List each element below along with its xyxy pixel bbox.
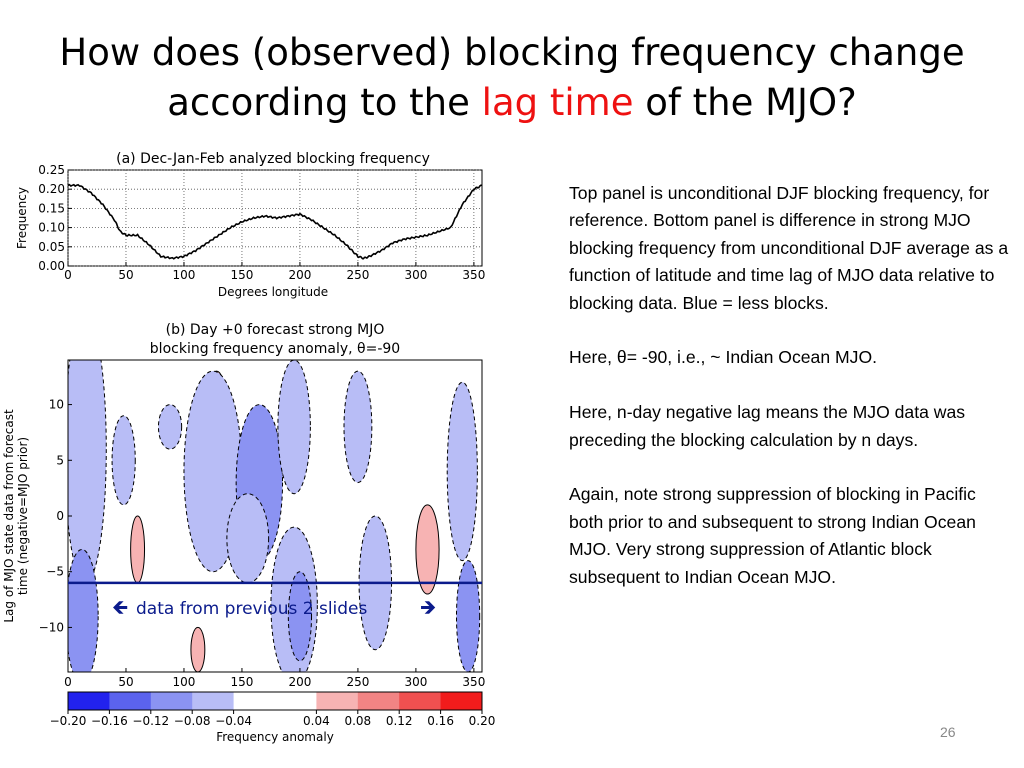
colorbar-tick-label: 0.12	[386, 714, 413, 728]
panel-a-y-ticks: 0.00 0.05 0.10 0.15 0.20 0.25	[38, 163, 72, 273]
panel-b-ytick-label: 0	[56, 509, 64, 523]
panel-b-contour-regions	[68, 360, 481, 672]
annotation-arrow-group: 🡸 data from previous 2 slides 🡺	[112, 595, 436, 619]
contour-region-neg1	[446, 381, 478, 562]
panel-b-xtick-label: 150	[230, 675, 253, 689]
colorbar-cell	[233, 692, 276, 710]
colorbar-cell	[357, 692, 400, 710]
contour-region-neg1	[343, 370, 373, 484]
panel-b-ylabel-line2: time (negative=MJO prior)	[16, 437, 30, 595]
note-1: Top panel is unconditional DJF blocking …	[569, 183, 1009, 313]
panel-a-ylabel: Frequency	[15, 187, 29, 249]
contour-region-neg2	[68, 548, 99, 672]
panel-a-ytick-label: 0.15	[38, 201, 65, 215]
contour-region-neg1	[68, 360, 107, 584]
contour-region-pos1	[190, 626, 206, 672]
panel-b-ytick-label: 10	[49, 398, 64, 412]
panel-a-xtick-label: 100	[173, 268, 196, 282]
panel-a-xtick-label: 300	[404, 268, 427, 282]
panel-a: (a) Dec-Jan-Feb analyzed blocking freque…	[15, 151, 485, 299]
colorbar-cells	[68, 692, 483, 710]
colorbar-cell	[150, 692, 193, 710]
panel-a-ytick-label: 0.05	[38, 240, 65, 254]
colorbar-tick-label: −0.16	[91, 714, 128, 728]
title-line-2: according to the lag time of the MJO?	[20, 78, 1004, 128]
colorbar-tick-label: 0.04	[303, 714, 330, 728]
colorbar-tick-label: 0.08	[344, 714, 371, 728]
left-arrow-icon: 🡸	[112, 595, 128, 619]
panel-b-ylabel-line1: Lag of MJO state data from forecast	[2, 409, 16, 623]
panel-b-y-ticks: 10 5 0 −5 −10	[39, 398, 72, 634]
note-3: Here, n-day negative lag means the MJO d…	[569, 402, 966, 450]
panel-a-series-line	[67, 183, 483, 260]
colorbar-frame	[67, 691, 483, 711]
title-highlight: lag time	[481, 81, 634, 124]
slide-title: How does (observed) blocking frequency c…	[20, 28, 1004, 128]
contour-region-neg1	[111, 415, 136, 506]
panel-a-grid	[67, 169, 482, 267]
panel-b-ytick-label: 5	[56, 453, 64, 467]
panel-b-xtick-label: 250	[346, 675, 369, 689]
colorbar-cell	[399, 692, 442, 710]
title-line-1: How does (observed) blocking frequency c…	[59, 31, 965, 74]
contour-region-neg1	[277, 360, 311, 495]
panel-a-xlabel: Degrees longitude	[218, 285, 328, 299]
title-pre: according to the	[167, 81, 482, 124]
panel-b-ytick-label: −10	[39, 620, 64, 634]
panel-b-title-line2: blocking frequency anomaly, θ=-90	[150, 341, 400, 357]
panel-a-xtick-label: 150	[230, 268, 253, 282]
colorbar-cell	[440, 692, 483, 710]
panel-b-title-line1: (b) Day +0 forecast strong MJO	[166, 322, 385, 338]
contour-region-pos1	[415, 504, 440, 595]
colorbar-tick-label: 0.16	[427, 714, 454, 728]
panel-a-ytick-label: 0.00	[38, 259, 65, 273]
panel-a-xtick-label: 350	[462, 268, 485, 282]
panel-a-title: (a) Dec-Jan-Feb analyzed blocking freque…	[116, 151, 430, 167]
panel-b-xtick-label: 50	[118, 675, 133, 689]
colorbar: −0.20 −0.16 −0.12 −0.08 −0.04 0.04 0.08 0.12 0.1…	[50, 691, 496, 744]
panel-b-xtick-label: 350	[462, 675, 485, 689]
notes-panel: Top panel is unconditional DJF blocking …	[569, 180, 1009, 618]
title-post: of the MJO?	[633, 81, 857, 124]
colorbar-tick-label: −0.08	[174, 714, 211, 728]
colorbar-cell	[316, 692, 359, 710]
colorbar-tick-label: 0.20	[469, 714, 496, 728]
panel-b-xtick-label: 0	[64, 675, 72, 689]
panel-a-xtick-label: 50	[118, 268, 133, 282]
panel-b-xtick-label: 200	[288, 675, 311, 689]
contour-region-neg2	[455, 560, 481, 672]
annotation-text: data from previous 2 slides	[136, 599, 368, 619]
contour-region-neg1	[226, 493, 270, 584]
colorbar-cell	[109, 692, 152, 710]
colorbar-tick-label: −0.12	[132, 714, 169, 728]
colorbar-cell	[192, 692, 235, 710]
note-2: Here, θ= -90, i.e., ~ Indian Ocean MJO.	[569, 347, 878, 368]
panel-a-ytick-label: 0.10	[38, 221, 65, 235]
contour-region-neg2	[287, 571, 313, 662]
panel-a-xtick-label: 200	[288, 268, 311, 282]
panel-b-xtick-label: 300	[404, 675, 427, 689]
panel-a-ytick-label: 0.25	[38, 163, 65, 177]
colorbar-tick-label: −0.20	[50, 714, 87, 728]
colorbar-label: Frequency anomaly	[216, 730, 334, 744]
panel-b: (b) Day +0 forecast strong MJO blocking …	[2, 322, 485, 689]
contour-region-neg1	[157, 404, 183, 450]
panel-b-xtick-label: 100	[173, 675, 196, 689]
panel-a-xtick-label: 250	[346, 268, 369, 282]
panel-b-ytick-label: −5	[46, 565, 64, 579]
slide-number: 26	[940, 724, 956, 740]
colorbar-cell	[275, 692, 317, 710]
panel-a-xtick-label: 0	[64, 268, 72, 282]
panel-a-ytick-label: 0.20	[38, 182, 65, 196]
colorbar-ticks: −0.20 −0.16 −0.12 −0.08 −0.04 0.04 0.08 0.12 0.1…	[50, 710, 496, 728]
note-4: Again, note strong suppression of blocki…	[569, 484, 976, 587]
colorbar-tick-label: −0.04	[215, 714, 252, 728]
colorbar-cell	[68, 692, 110, 710]
panel-a-x-ticks: 0 50 100 150 200 250 300 350	[64, 262, 485, 282]
right-arrow-icon: 🡺	[420, 595, 436, 619]
contour-region-pos1	[130, 515, 146, 584]
panel-b-x-ticks: 0 50 100 150 200 250 300 350	[64, 668, 485, 689]
